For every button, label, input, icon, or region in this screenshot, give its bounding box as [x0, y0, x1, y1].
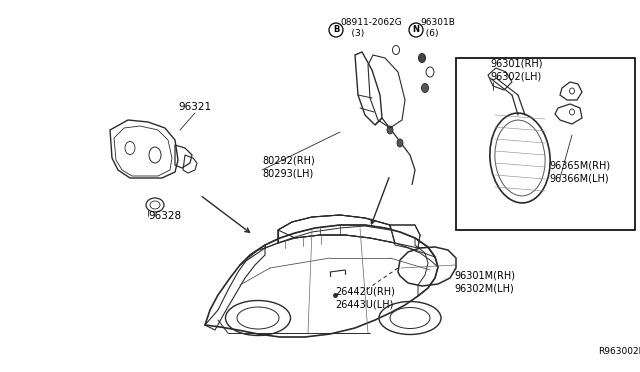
Text: 08911-2062G
    (3): 08911-2062G (3) — [340, 18, 402, 38]
Text: B: B — [333, 26, 339, 35]
Text: 96301M(RH)
96302M(LH): 96301M(RH) 96302M(LH) — [454, 271, 515, 293]
Text: 96328: 96328 — [148, 211, 181, 221]
Ellipse shape — [387, 126, 393, 134]
Ellipse shape — [422, 83, 429, 93]
Text: 96321: 96321 — [179, 102, 212, 112]
Text: R963002L: R963002L — [598, 347, 640, 356]
Ellipse shape — [419, 54, 426, 62]
Text: 26442U(RH)
26443U(LH): 26442U(RH) 26443U(LH) — [335, 287, 395, 309]
Bar — [456, 58, 635, 230]
Ellipse shape — [397, 139, 403, 147]
Text: N: N — [413, 26, 419, 35]
Text: 96301(RH)
96302(LH): 96301(RH) 96302(LH) — [490, 59, 543, 81]
Text: 96365M(RH)
96366M(LH): 96365M(RH) 96366M(LH) — [549, 161, 610, 183]
Text: 96301B
  (6): 96301B (6) — [420, 18, 455, 38]
Text: 80292(RH)
80293(LH): 80292(RH) 80293(LH) — [262, 156, 315, 178]
